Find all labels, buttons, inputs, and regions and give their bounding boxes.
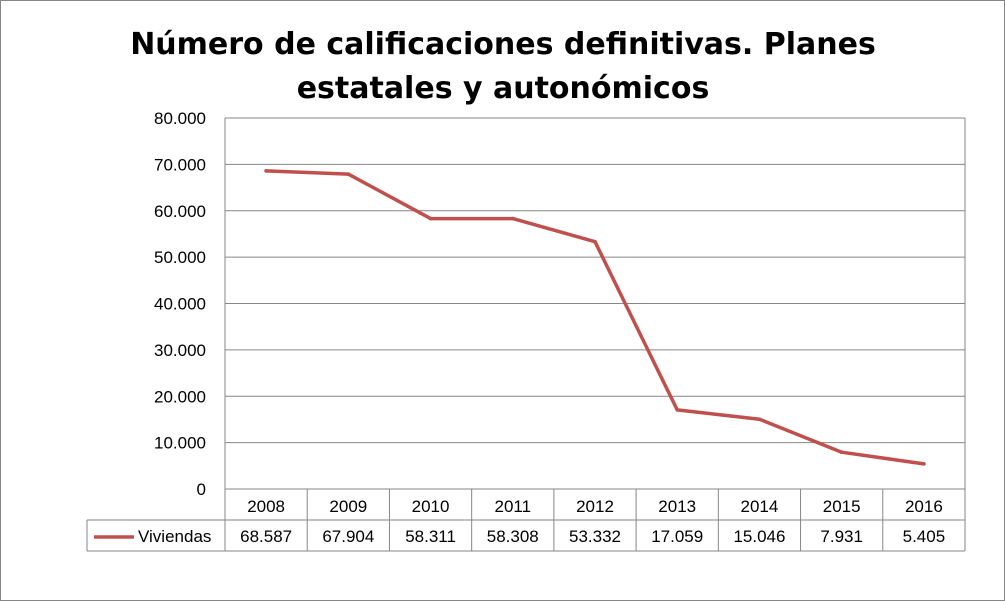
y-tick-label-7: 70.000 — [154, 155, 206, 174]
series-point-4 — [593, 239, 597, 244]
x-category-label-7: 2015 — [823, 497, 861, 516]
x-category-label-2: 2010 — [412, 497, 450, 516]
data-table-value-0: 68.587 — [240, 527, 292, 546]
legend-label-0: Viviendas — [138, 527, 211, 546]
series-point-6 — [757, 417, 762, 422]
y-tick-label-6: 60.000 — [154, 202, 206, 221]
x-category-label-5: 2013 — [658, 497, 696, 516]
x-category-label-3: 2011 — [494, 497, 531, 516]
data-table-value-6: 15.046 — [733, 527, 785, 546]
data-table-value-2: 58.311 — [405, 527, 456, 546]
chart-title-line-1: Número de calificaciones definitivas. Pl… — [130, 27, 876, 62]
y-tick-label-0: 0 — [197, 480, 206, 499]
x-category-label-1: 2009 — [329, 497, 367, 516]
data-table-value-4: 53.332 — [569, 527, 621, 546]
series-point-3 — [510, 216, 515, 221]
y-tick-label-1: 10.000 — [154, 434, 206, 453]
y-tick-label-8: 80.000 — [154, 109, 206, 128]
series-point-7 — [839, 450, 844, 455]
x-category-label-0: 2008 — [247, 497, 285, 516]
chart-title: Número de calificaciones definitivas. Pl… — [130, 27, 876, 106]
y-axis-tick-labels: 0 10.000 20.000 30.000 40.000 50.000 60.000 70.… — [154, 109, 206, 499]
x-category-label-6: 2014 — [741, 497, 779, 516]
series-point-2 — [428, 216, 433, 221]
y-tick-label-3: 30.000 — [154, 341, 206, 360]
data-table-value-8: 5.405 — [903, 527, 946, 546]
chart-title-line-2: estatales y autonómicos — [297, 71, 710, 106]
data-table-value-5: 17.059 — [651, 527, 703, 546]
x-category-label-8: 2016 — [905, 497, 943, 516]
x-category-label-4: 2012 — [576, 497, 614, 516]
series-lines — [264, 169, 926, 466]
series-point-8 — [922, 462, 926, 466]
y-tick-label-2: 20.000 — [154, 387, 206, 406]
data-table-value-1: 67.904 — [322, 527, 374, 546]
series-point-1 — [346, 172, 351, 176]
data-table-value-7: 7.931 — [820, 527, 863, 546]
y-tick-label-4: 40.000 — [154, 295, 206, 314]
y-tick-label-5: 50.000 — [154, 248, 206, 267]
series-line-0 — [264, 169, 926, 466]
series-point-0 — [264, 169, 268, 173]
series-point-5 — [675, 408, 680, 412]
data-table: 2008 2009 2010 2011 2012 2013 2014 2015 2016 Vivi… — [86, 488, 966, 552]
gridlines — [224, 117, 966, 489]
data-table-value-3: 58.308 — [487, 527, 539, 546]
